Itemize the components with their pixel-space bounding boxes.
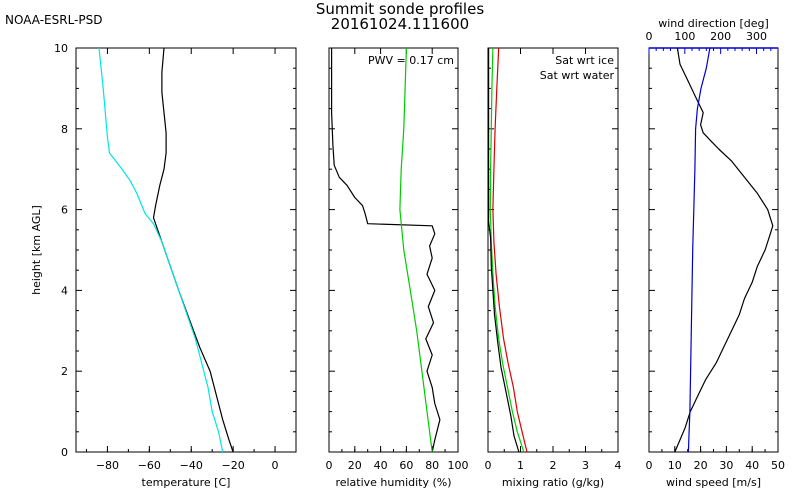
x-tick-label: 40 (745, 459, 759, 472)
legend-entry-1: Sat wrt ice (555, 54, 614, 67)
x-tick-label: 0 (485, 459, 492, 472)
x-tick-label: −20 (222, 459, 245, 472)
x-tick-label: −80 (96, 459, 119, 472)
x-tick-label: −40 (180, 459, 203, 472)
panel-frame (648, 47, 779, 453)
x-tick-label: 0 (646, 459, 653, 472)
y-tick-label: 8 (61, 123, 68, 136)
x-tick-label: −60 (138, 459, 161, 472)
panel-4 (648, 47, 779, 453)
x-axis-label: mixing ratio (g/kg) (502, 476, 604, 489)
panel-frame (487, 47, 619, 453)
top-tick-label: 200 (710, 30, 731, 43)
y-tick-label: 2 (61, 365, 68, 378)
y-tick-label: 10 (54, 42, 68, 55)
x-tick-label: 3 (582, 459, 589, 472)
figure-subtitle: 20161024.111600 (330, 15, 470, 33)
x-axis-label: relative humidity (%) (335, 476, 451, 489)
x-tick-label: 20 (348, 459, 362, 472)
x-tick-label: 20 (694, 459, 708, 472)
top-tick-label: 100 (674, 30, 695, 43)
series-line-1 (331, 48, 441, 453)
x-tick-label: 50 (771, 459, 785, 472)
x-tick-label: 1 (517, 459, 524, 472)
panel-2 (328, 47, 459, 453)
series-line-2 (98, 47, 224, 453)
series-line-2 (399, 47, 433, 453)
x-tick-label: 40 (374, 459, 388, 472)
x-tick-label: 100 (448, 459, 469, 472)
x-tick-label: 4 (615, 459, 622, 472)
y-tick-label: 4 (61, 284, 68, 297)
org-label: NOAA-ESRL-PSD (5, 13, 103, 27)
x-tick-label: 80 (425, 459, 439, 472)
y-tick-label: 0 (61, 446, 68, 459)
series-line-1 (489, 47, 525, 453)
series-line-2 (687, 47, 711, 453)
series-line-1 (152, 47, 234, 453)
top-tick-label: 300 (746, 30, 767, 43)
series-line-2 (492, 47, 528, 453)
series-line-3 (488, 48, 520, 453)
x-tick-label: 0 (272, 459, 279, 472)
panel-1 (75, 47, 297, 453)
x-tick-label: 10 (668, 459, 682, 472)
figure-title: Summit sonde profiles (315, 0, 485, 18)
x-axis-label: wind speed [m/s] (666, 476, 761, 489)
panel-3 (487, 47, 619, 453)
series-line-1 (674, 47, 774, 453)
y-tick-label: 6 (61, 204, 68, 217)
top-axis-label: wind direction [deg] (658, 17, 769, 30)
y-axis-label: height [km AGL] (30, 205, 43, 295)
x-tick-label: 30 (719, 459, 733, 472)
x-tick-label: 0 (326, 459, 333, 472)
legend-entry-2: Sat wrt water (540, 69, 615, 82)
x-tick-label: 2 (550, 459, 557, 472)
x-axis-label: temperature [C] (142, 476, 231, 489)
top-tick-label: 0 (646, 30, 653, 43)
panel-frame (328, 47, 459, 453)
panel-frame (75, 47, 297, 453)
pwv-annotation: PWV = 0.17 cm (368, 54, 454, 67)
x-tick-label: 60 (399, 459, 413, 472)
